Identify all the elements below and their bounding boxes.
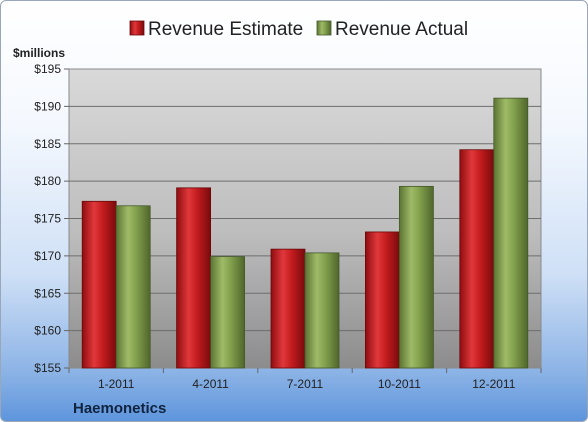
legend-label: Revenue Actual: [335, 19, 468, 40]
y-tick-label: $185: [34, 137, 61, 151]
y-tick-label: $170: [34, 249, 61, 263]
bar-estimate: [81, 200, 117, 369]
y-tick-label: $195: [34, 62, 61, 76]
x-tick-label: 1-2011: [98, 377, 135, 391]
y-axis-label: $millions: [13, 46, 65, 60]
bar-actual: [398, 185, 434, 369]
bar-estimate: [459, 149, 495, 369]
legend-label: Revenue Estimate: [148, 19, 303, 40]
bar-actual: [493, 97, 529, 369]
y-tick-label: $155: [34, 361, 61, 375]
legend-swatch: [129, 20, 145, 36]
x-tick-label: 4-2011: [192, 377, 229, 391]
legend-swatch: [316, 20, 332, 36]
x-tick-label: 7-2011: [287, 377, 324, 391]
y-axis-ticks: $155 $160 $165 $170 $175 $180 $185 $190 $195: [34, 62, 69, 375]
x-tick-label: 10-2011: [378, 377, 421, 391]
bar-estimate: [176, 187, 212, 369]
bar-estimate: [364, 231, 400, 369]
x-tick-label: 12-2011: [472, 377, 515, 391]
bar-actual: [115, 205, 151, 369]
y-tick-label: $190: [34, 99, 61, 113]
bar-estimate: [270, 248, 306, 369]
y-tick-label: $160: [34, 324, 61, 338]
y-tick-label: $175: [34, 212, 61, 226]
x-axis-ticks: 1-2011 4-2011 7-2011 10-2011 12-2011: [68, 368, 542, 391]
legend: Revenue Estimate Revenue Actual: [129, 19, 468, 40]
bars: [81, 97, 529, 369]
y-tick-label: $180: [34, 174, 61, 188]
company-name: Haemonetics: [73, 400, 166, 417]
y-tick-label: $165: [34, 286, 61, 300]
bar-actual: [304, 252, 340, 369]
bar-actual: [210, 256, 246, 369]
